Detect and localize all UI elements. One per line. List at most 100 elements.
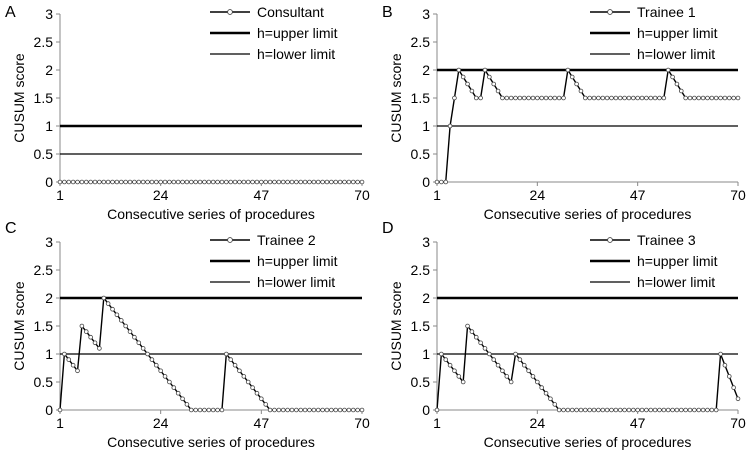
cusum-data-point [324,407,330,413]
x-tick-label: 1 [56,415,64,431]
legend-label: Consultant [257,4,324,20]
cusum-data-point [447,362,453,368]
x-tick-label: 24 [153,187,169,203]
cusum-data-point [726,374,732,379]
cusum-data-point [259,396,264,402]
cusum-data-point [574,407,579,413]
cusum-data-point [657,95,662,101]
cusum-data-point [193,407,198,413]
cusum-data-point [197,179,203,185]
cusum-data-point [140,179,146,185]
cusum-data-point [162,179,168,185]
cusum-data-point [83,329,89,334]
y-tick-label: 1.5 [411,318,431,334]
y-axis-title: CUSUM score [11,53,27,143]
cusum-data-point [500,368,505,374]
legend-label: Trainee 1 [637,4,696,20]
y-tick-label: 2.5 [34,34,54,50]
y-tick-label: 1 [45,118,53,134]
cusum-data-point [517,95,523,101]
cusum-data-point [189,179,194,185]
cusum-data-point [346,407,352,413]
chart-panel-a: A 0 0.5 1 1.5 2 2.5 3 1 24 47 70 Consecutive series … [5,4,370,222]
cusum-data-point [561,95,566,101]
cusum-data-point [487,74,492,80]
cusum-data-point [272,179,277,185]
cusum-data-point [180,396,185,402]
cusum-data-point [254,179,260,185]
cusum-data-point [224,179,229,185]
y-tick-label: 0.5 [411,146,431,162]
cusum-data-point [127,329,133,334]
cusum-data-point [197,407,203,413]
cusum-data-point [346,179,352,185]
cusum-data-point [439,351,444,357]
cusum-data-point [604,407,610,413]
cusum-data-point [591,407,597,413]
cusum-data-point [206,179,212,185]
cusum-data-point [731,95,736,101]
y-tick-label: 2.5 [411,34,431,50]
y-axis-title: CUSUM score [388,53,404,143]
cusum-data-point [219,407,225,413]
cusum-data-point [556,407,562,413]
cusum-data-point [539,385,544,390]
cusum-data-point [193,179,198,185]
cusum-data-point [355,179,360,185]
cusum-data-point [735,396,741,402]
cusum-data-point [315,179,321,185]
cusum-data-point [565,407,571,413]
y-tick-label: 2 [422,62,430,78]
cusum-data-point [110,179,115,185]
cusum-data-point [600,95,606,101]
cusum-data-point [245,179,251,185]
cusum-data-point [631,407,636,413]
cusum-data-point [434,179,440,185]
cusum-data-point [136,179,142,185]
cusum-data-point [263,402,269,407]
y-axis-title: CUSUM score [388,281,404,371]
cusum-data-point [644,95,649,101]
cusum-data-point [320,407,325,413]
cusum-data-point [237,179,242,185]
cusum-data-point [513,351,518,357]
cusum-data-point [359,407,365,413]
cusum-data-point [232,179,238,185]
y-tick-label: 0 [45,174,53,190]
cusum-data-point [298,179,304,185]
legend-label: h=lower limit [257,274,335,290]
x-tick-label: 47 [254,187,270,203]
cusum-data-point [302,407,308,413]
cusum-data-point [692,95,697,101]
cusum-data-point [578,88,584,94]
cusum-data-point [535,95,540,101]
cusum-data-point [285,179,290,185]
panel-label: D [382,220,394,237]
cusum-data-point [692,407,697,413]
cusum-data-point [705,95,710,101]
x-tick-label: 47 [630,187,646,203]
cusum-data-point [79,323,85,329]
cusum-data-point [487,351,492,357]
cusum-data-point [473,334,479,340]
cusum-data-point [57,179,63,185]
cusum-data-point [180,179,185,185]
cusum-data-point [565,67,571,73]
y-tick-label: 3 [45,6,53,22]
panel-label: B [382,4,393,21]
cusum-data-point [639,407,645,413]
cusum-data-point [478,95,483,101]
cusum-data-point [320,179,325,185]
cusum-data-point [678,407,684,413]
cusum-data-point [604,95,610,101]
cusum-data-point [118,318,124,323]
cusum-data-point [700,95,706,101]
cusum-data-point [491,81,497,87]
legend-label: h=upper limit [637,25,718,41]
cusum-data-point [145,351,150,357]
cusum-data-point [447,123,453,129]
cusum-data-point [530,95,536,101]
cusum-data-point [70,179,76,185]
cusum-data-point [184,402,190,407]
y-tick-label: 0.5 [34,146,54,162]
